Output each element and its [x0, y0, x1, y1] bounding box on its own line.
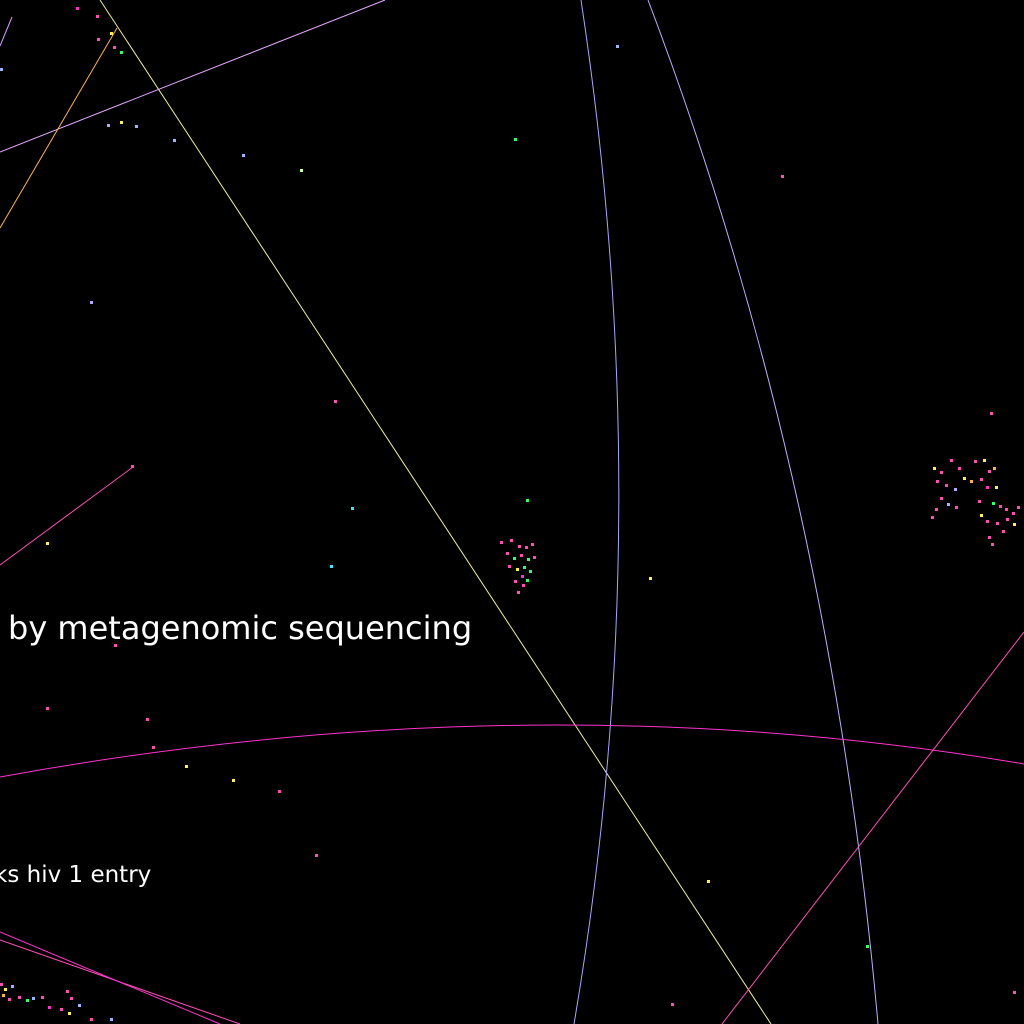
- node: [351, 507, 354, 510]
- edge-left-pink: [0, 466, 134, 566]
- node: [866, 945, 869, 948]
- node: [300, 169, 303, 172]
- node: [96, 15, 99, 18]
- node: [146, 718, 149, 721]
- node: [90, 301, 93, 304]
- edge-upper-left-orange: [0, 27, 118, 229]
- node: [278, 790, 281, 793]
- node-label-hiv-entry: ks hiv 1 entry: [0, 862, 152, 888]
- node: [707, 880, 710, 883]
- node: [649, 577, 652, 580]
- node: [514, 138, 517, 141]
- edge-horizontal-arc-pink: [0, 724, 1024, 778]
- node: [46, 707, 49, 710]
- node: [185, 765, 188, 768]
- node: [120, 51, 123, 54]
- node: [76, 7, 79, 10]
- node: [616, 45, 619, 48]
- node: [671, 1003, 674, 1006]
- node: [131, 465, 134, 468]
- node: [990, 412, 993, 415]
- node-cluster-right: [931, 459, 1020, 546]
- node: [135, 125, 138, 128]
- node-label-metagenomic: by metagenomic sequencing: [8, 609, 473, 647]
- node: [334, 400, 337, 403]
- node: [173, 139, 176, 142]
- edge-vertical-curve-left: [573, 0, 620, 1024]
- edge-corner-lavender: [0, 16, 13, 47]
- node-cluster-center: [500, 539, 536, 594]
- node: [113, 46, 116, 49]
- node: [120, 121, 123, 124]
- node: [526, 499, 529, 502]
- node: [232, 779, 235, 782]
- node: [152, 746, 155, 749]
- node: [242, 154, 245, 157]
- node: [97, 38, 100, 41]
- edge-diagonal-yellow: [99, 0, 772, 1024]
- node: [46, 542, 49, 545]
- edge-vertical-curve-right: [647, 0, 879, 1024]
- node: [1013, 991, 1016, 994]
- edge-upper-left-lavender: [0, 0, 386, 153]
- node-cluster-bottom-left: [0, 983, 113, 1021]
- node: [781, 175, 784, 178]
- node: [0, 68, 3, 71]
- node: [114, 644, 117, 647]
- node: [330, 565, 333, 568]
- edge-bottom-left-pink-b: [0, 931, 221, 1024]
- node: [110, 32, 113, 35]
- edge-lower-right-pink: [721, 631, 1024, 1024]
- node: [315, 854, 318, 857]
- node: [107, 124, 110, 127]
